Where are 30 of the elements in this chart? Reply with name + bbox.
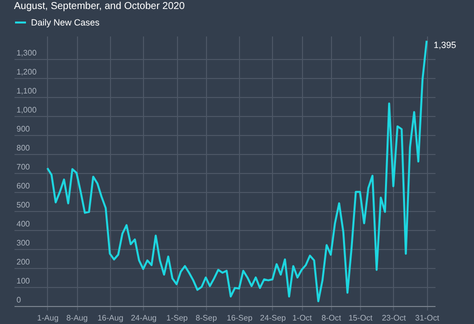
x-tick-label: 8-Oct <box>322 314 342 322</box>
y-tick-label: 200 <box>16 257 30 266</box>
x-tick-label: 1-Sep <box>166 314 188 322</box>
x-tick-label: 23-Oct <box>382 314 407 322</box>
x-tick-label: 8-Aug <box>66 314 88 322</box>
data-label: 1,395 <box>434 40 456 50</box>
y-tick-label: 1,000 <box>16 105 38 114</box>
y-tick-label: 800 <box>16 143 30 152</box>
x-tick-label: 1-Aug <box>37 314 59 322</box>
y-tick-label: 1,200 <box>16 67 38 76</box>
x-tick-label: 16-Sep <box>226 314 254 322</box>
chart-title: August, September, and October 2020 <box>13 0 186 14</box>
x-tick-label: 1-Oct <box>292 314 313 322</box>
x-tick-label: 24-Sep <box>260 314 286 322</box>
y-tick-label: 1,300 <box>16 48 38 58</box>
x-tick-label: 31-Oct <box>415 314 440 322</box>
y-tick-label: 0 <box>16 296 22 304</box>
x-tick-label: 24-Aug <box>130 314 157 322</box>
legend-label: Daily New Cases <box>31 18 100 28</box>
y-tick-label: 700 <box>16 162 30 172</box>
y-tick-label: 400 <box>16 219 30 228</box>
x-tick-label: 8-Sep <box>196 314 218 322</box>
x-tick-label: 16-Aug <box>97 314 124 322</box>
y-tick-label: 300 <box>16 238 30 248</box>
y-tick-label: 1,100 <box>16 86 38 96</box>
y-tick-label: 500 <box>16 200 30 210</box>
y-tick-label: 600 <box>16 181 30 190</box>
y-tick-label: 900 <box>16 124 30 134</box>
x-tick-label: 15-Oct <box>348 314 374 322</box>
y-tick-label: 100 <box>16 276 30 286</box>
